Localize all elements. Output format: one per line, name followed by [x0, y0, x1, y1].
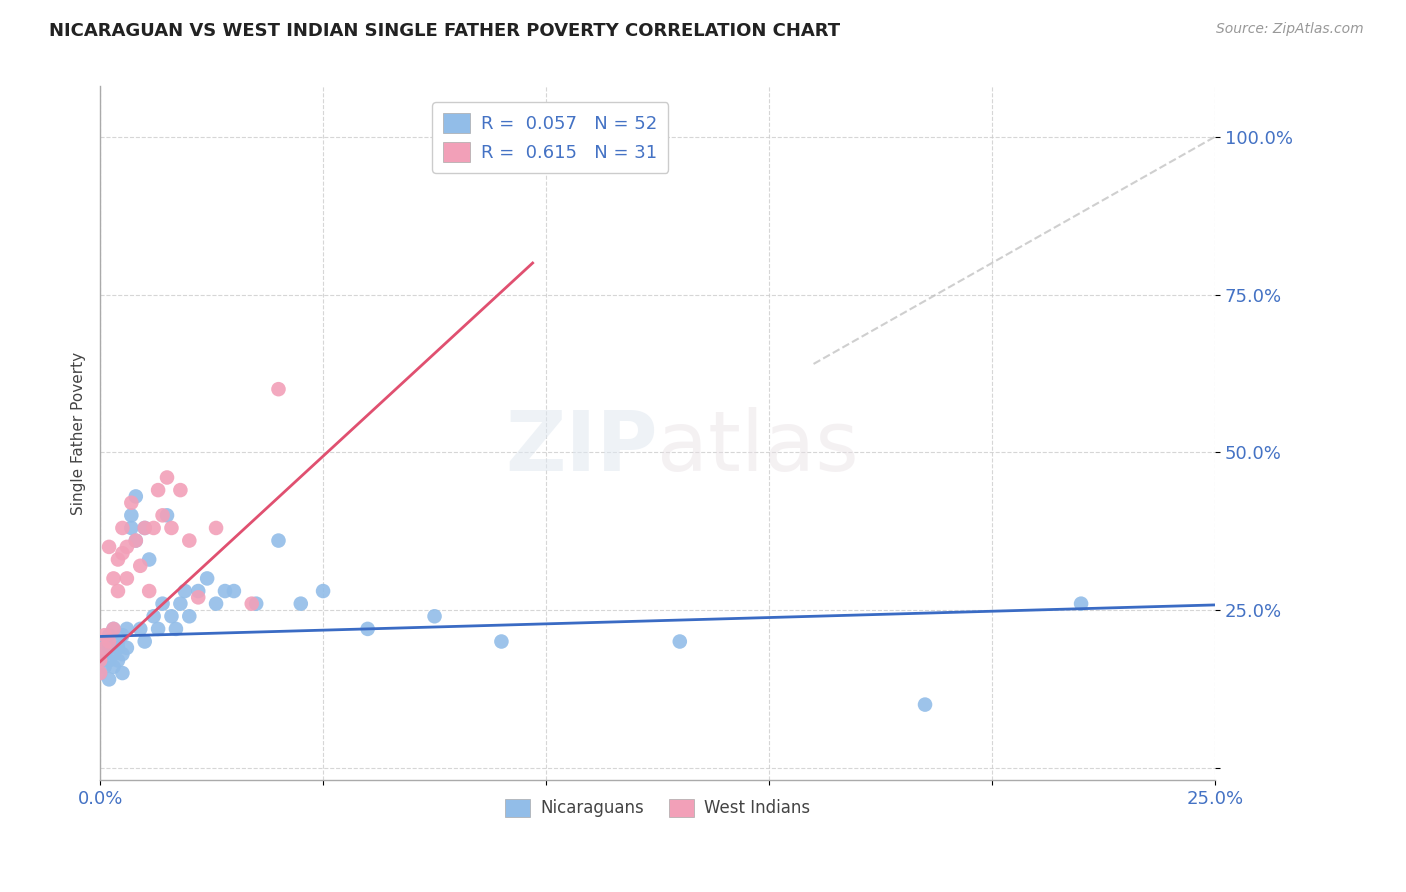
Point — [142, 609, 165, 624]
Point — [142, 521, 165, 535]
Point — [111, 521, 134, 535]
Point — [138, 584, 160, 599]
Text: atlas: atlas — [658, 407, 859, 488]
Point — [214, 584, 236, 599]
Point — [205, 521, 228, 535]
Point — [107, 584, 129, 599]
Point — [179, 609, 201, 624]
Point — [129, 622, 152, 636]
Point — [89, 666, 111, 681]
Point — [125, 533, 148, 548]
Point — [187, 584, 209, 599]
Point — [138, 552, 160, 566]
Point — [103, 571, 125, 585]
Point — [107, 653, 129, 667]
Point — [98, 653, 121, 667]
Point — [98, 640, 121, 655]
Point — [125, 490, 148, 504]
Point — [491, 634, 513, 648]
Point — [115, 540, 138, 554]
Point — [179, 533, 201, 548]
Point — [93, 647, 115, 661]
Point — [111, 546, 134, 560]
Point — [93, 640, 115, 655]
Point — [93, 628, 115, 642]
Point — [169, 483, 191, 497]
Text: Source: ZipAtlas.com: Source: ZipAtlas.com — [1216, 22, 1364, 37]
Point — [129, 558, 152, 573]
Point — [267, 382, 290, 396]
Point — [107, 634, 129, 648]
Point — [89, 653, 111, 667]
Point — [103, 622, 125, 636]
Point — [107, 552, 129, 566]
Point — [115, 622, 138, 636]
Point — [668, 634, 690, 648]
Point — [312, 584, 335, 599]
Point — [98, 634, 121, 648]
Point — [93, 659, 115, 673]
Point — [134, 521, 156, 535]
Point — [120, 496, 142, 510]
Point — [98, 628, 121, 642]
Point — [134, 521, 156, 535]
Text: ZIP: ZIP — [505, 407, 658, 488]
Point — [93, 634, 115, 648]
Point — [107, 640, 129, 655]
Point — [187, 591, 209, 605]
Point — [1070, 597, 1092, 611]
Point — [98, 673, 121, 687]
Point — [290, 597, 312, 611]
Point — [152, 508, 174, 523]
Point — [173, 584, 195, 599]
Point — [156, 470, 179, 484]
Point — [267, 533, 290, 548]
Point — [165, 622, 187, 636]
Text: NICARAGUAN VS WEST INDIAN SINGLE FATHER POVERTY CORRELATION CHART: NICARAGUAN VS WEST INDIAN SINGLE FATHER … — [49, 22, 841, 40]
Point — [111, 666, 134, 681]
Point — [134, 634, 156, 648]
Point — [103, 622, 125, 636]
Point — [103, 659, 125, 673]
Point — [89, 653, 111, 667]
Point — [356, 622, 378, 636]
Point — [98, 540, 121, 554]
Point — [195, 571, 218, 585]
Point — [152, 597, 174, 611]
Y-axis label: Single Father Poverty: Single Father Poverty — [72, 351, 86, 515]
Point — [914, 698, 936, 712]
Point — [160, 609, 183, 624]
Point — [89, 666, 111, 681]
Point — [169, 597, 191, 611]
Point — [115, 640, 138, 655]
Point — [115, 571, 138, 585]
Point — [205, 597, 228, 611]
Point — [125, 533, 148, 548]
Point — [146, 622, 169, 636]
Point — [156, 508, 179, 523]
Legend: Nicaraguans, West Indians: Nicaraguans, West Indians — [498, 792, 817, 824]
Point — [423, 609, 446, 624]
Point — [111, 628, 134, 642]
Point — [446, 129, 468, 144]
Point — [146, 483, 169, 497]
Point — [111, 647, 134, 661]
Point — [103, 647, 125, 661]
Point — [245, 597, 267, 611]
Point — [160, 521, 183, 535]
Point — [222, 584, 245, 599]
Point — [120, 521, 142, 535]
Point — [240, 597, 263, 611]
Point — [120, 508, 142, 523]
